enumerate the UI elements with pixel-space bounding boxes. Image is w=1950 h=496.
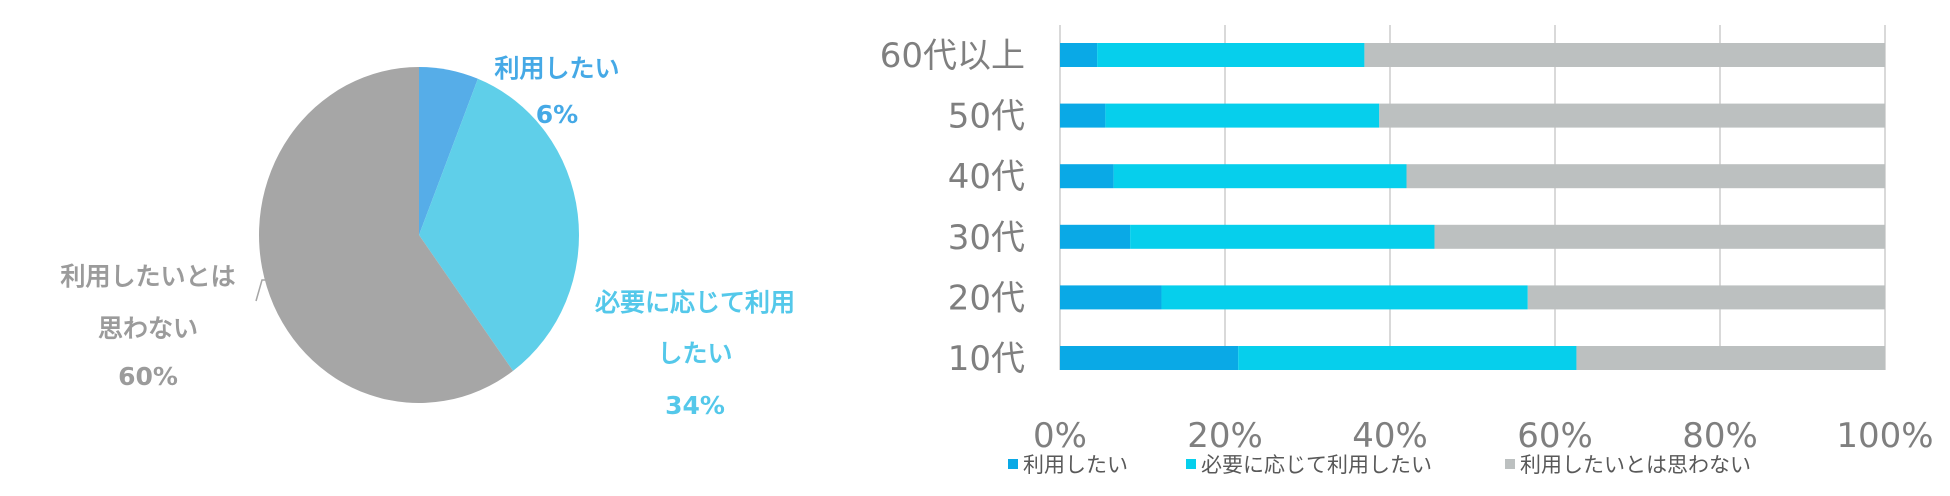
pie-slice-percent: 34% [665, 391, 725, 420]
pie-slice [419, 78, 580, 371]
y-category-label: 40代 [948, 157, 1025, 197]
pie-slice-label: 利用したいとは [60, 262, 235, 291]
bar-segment [1060, 285, 1162, 310]
y-category-label: 20代 [948, 278, 1025, 318]
legend-swatch [1505, 459, 1515, 469]
bar-segment [1097, 43, 1365, 67]
legend-label: 利用したいとは思わない [1520, 453, 1751, 477]
pie-slice-label: したい [657, 339, 732, 368]
bar-segment [1364, 43, 1885, 67]
x-tick-label: 60% [1517, 416, 1593, 456]
x-tick-label: 80% [1682, 416, 1758, 456]
bar-segment [1060, 346, 1239, 370]
bar-segment [1238, 346, 1577, 370]
legend-label: 利用したい [1023, 453, 1128, 477]
bar-segment [1113, 164, 1407, 189]
bar-segment [1130, 224, 1435, 249]
y-category-label: 30代 [948, 218, 1025, 258]
y-category-label: 10代 [948, 339, 1025, 379]
pie-chart: 利用したい 6% 必要に応じて利用したい 34% 利用したいとは思わない 60% [60, 54, 795, 420]
pie-slice-label: 思わない [98, 314, 198, 343]
bar-segment [1576, 346, 1885, 370]
y-category-label: 50代 [948, 97, 1025, 137]
bar-segment [1434, 224, 1885, 249]
bar-segment [1060, 164, 1114, 189]
x-tick-label: 20% [1187, 416, 1263, 456]
y-category-label: 60代以上 [880, 36, 1025, 76]
legend-swatch [1008, 459, 1018, 469]
bar-segment [1060, 224, 1131, 249]
x-tick-label: 0% [1033, 416, 1087, 456]
legend-swatch [1186, 459, 1196, 469]
pie-slice [419, 67, 478, 235]
bar-segment [1406, 164, 1885, 189]
pie-leader-line [255, 279, 266, 302]
pie-slice-label: 必要に応じて利用 [595, 288, 795, 317]
bar-segment [1105, 103, 1380, 128]
legend-label: 必要に応じて利用したい [1201, 453, 1432, 477]
pie-slice [259, 67, 514, 403]
x-tick-label: 40% [1352, 416, 1428, 456]
pie-slice-label: 利用したい [494, 54, 619, 83]
pie-slice-percent: 60% [118, 362, 178, 391]
bar-segment [1060, 43, 1098, 67]
bar-segment [1527, 285, 1885, 310]
pie-slice-percent: 6% [536, 100, 578, 129]
x-tick-label: 100% [1836, 416, 1933, 456]
bar-segment [1060, 103, 1106, 128]
bar-segment [1161, 285, 1528, 310]
bar-segment [1379, 103, 1885, 128]
